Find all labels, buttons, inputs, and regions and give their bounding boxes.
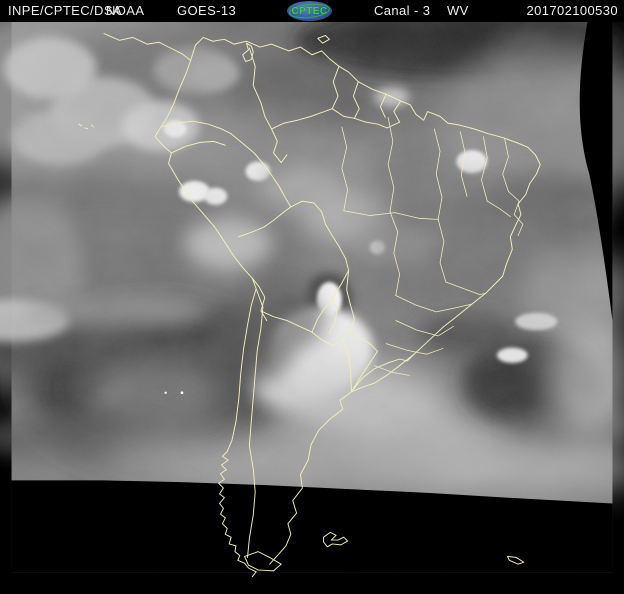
south-georgia-island xyxy=(507,555,525,565)
channel-label: Canal - 3 xyxy=(374,3,431,18)
galapagos-islands xyxy=(78,123,94,130)
island-specks xyxy=(78,123,525,565)
coastline-atlantic xyxy=(190,36,541,565)
state-borders xyxy=(341,116,524,376)
coastline-patagonia-fjords xyxy=(218,451,257,578)
space-mask xyxy=(11,22,613,573)
satellite-image xyxy=(0,22,624,578)
title-bar: INPE/CPTEC/DSA NOAA GOES-13 CPTEC Canal … xyxy=(0,0,624,22)
map-borders xyxy=(78,33,541,578)
coastline-pacific xyxy=(103,33,257,452)
agency-label: INPE/CPTEC/DSA xyxy=(8,3,122,18)
cptec-logo: CPTEC xyxy=(287,1,332,21)
space-mask-bottom xyxy=(11,480,613,573)
timestamp-label: 201702100530 xyxy=(526,3,618,18)
falkland-islands xyxy=(323,531,349,548)
noaa-label: NOAA xyxy=(106,3,145,18)
country-borders xyxy=(160,47,415,558)
satellite-label: GOES-13 xyxy=(177,3,237,18)
cptec-logo-text: CPTEC xyxy=(291,5,328,17)
tierra-del-fuego xyxy=(244,551,282,572)
trinidad-island xyxy=(317,35,330,44)
lake-maracaibo xyxy=(242,42,254,62)
pacific-island-dots xyxy=(164,391,184,395)
band-label: WV xyxy=(447,3,469,18)
satellite-image-area xyxy=(0,22,624,594)
space-mask-right-limb xyxy=(579,22,613,321)
